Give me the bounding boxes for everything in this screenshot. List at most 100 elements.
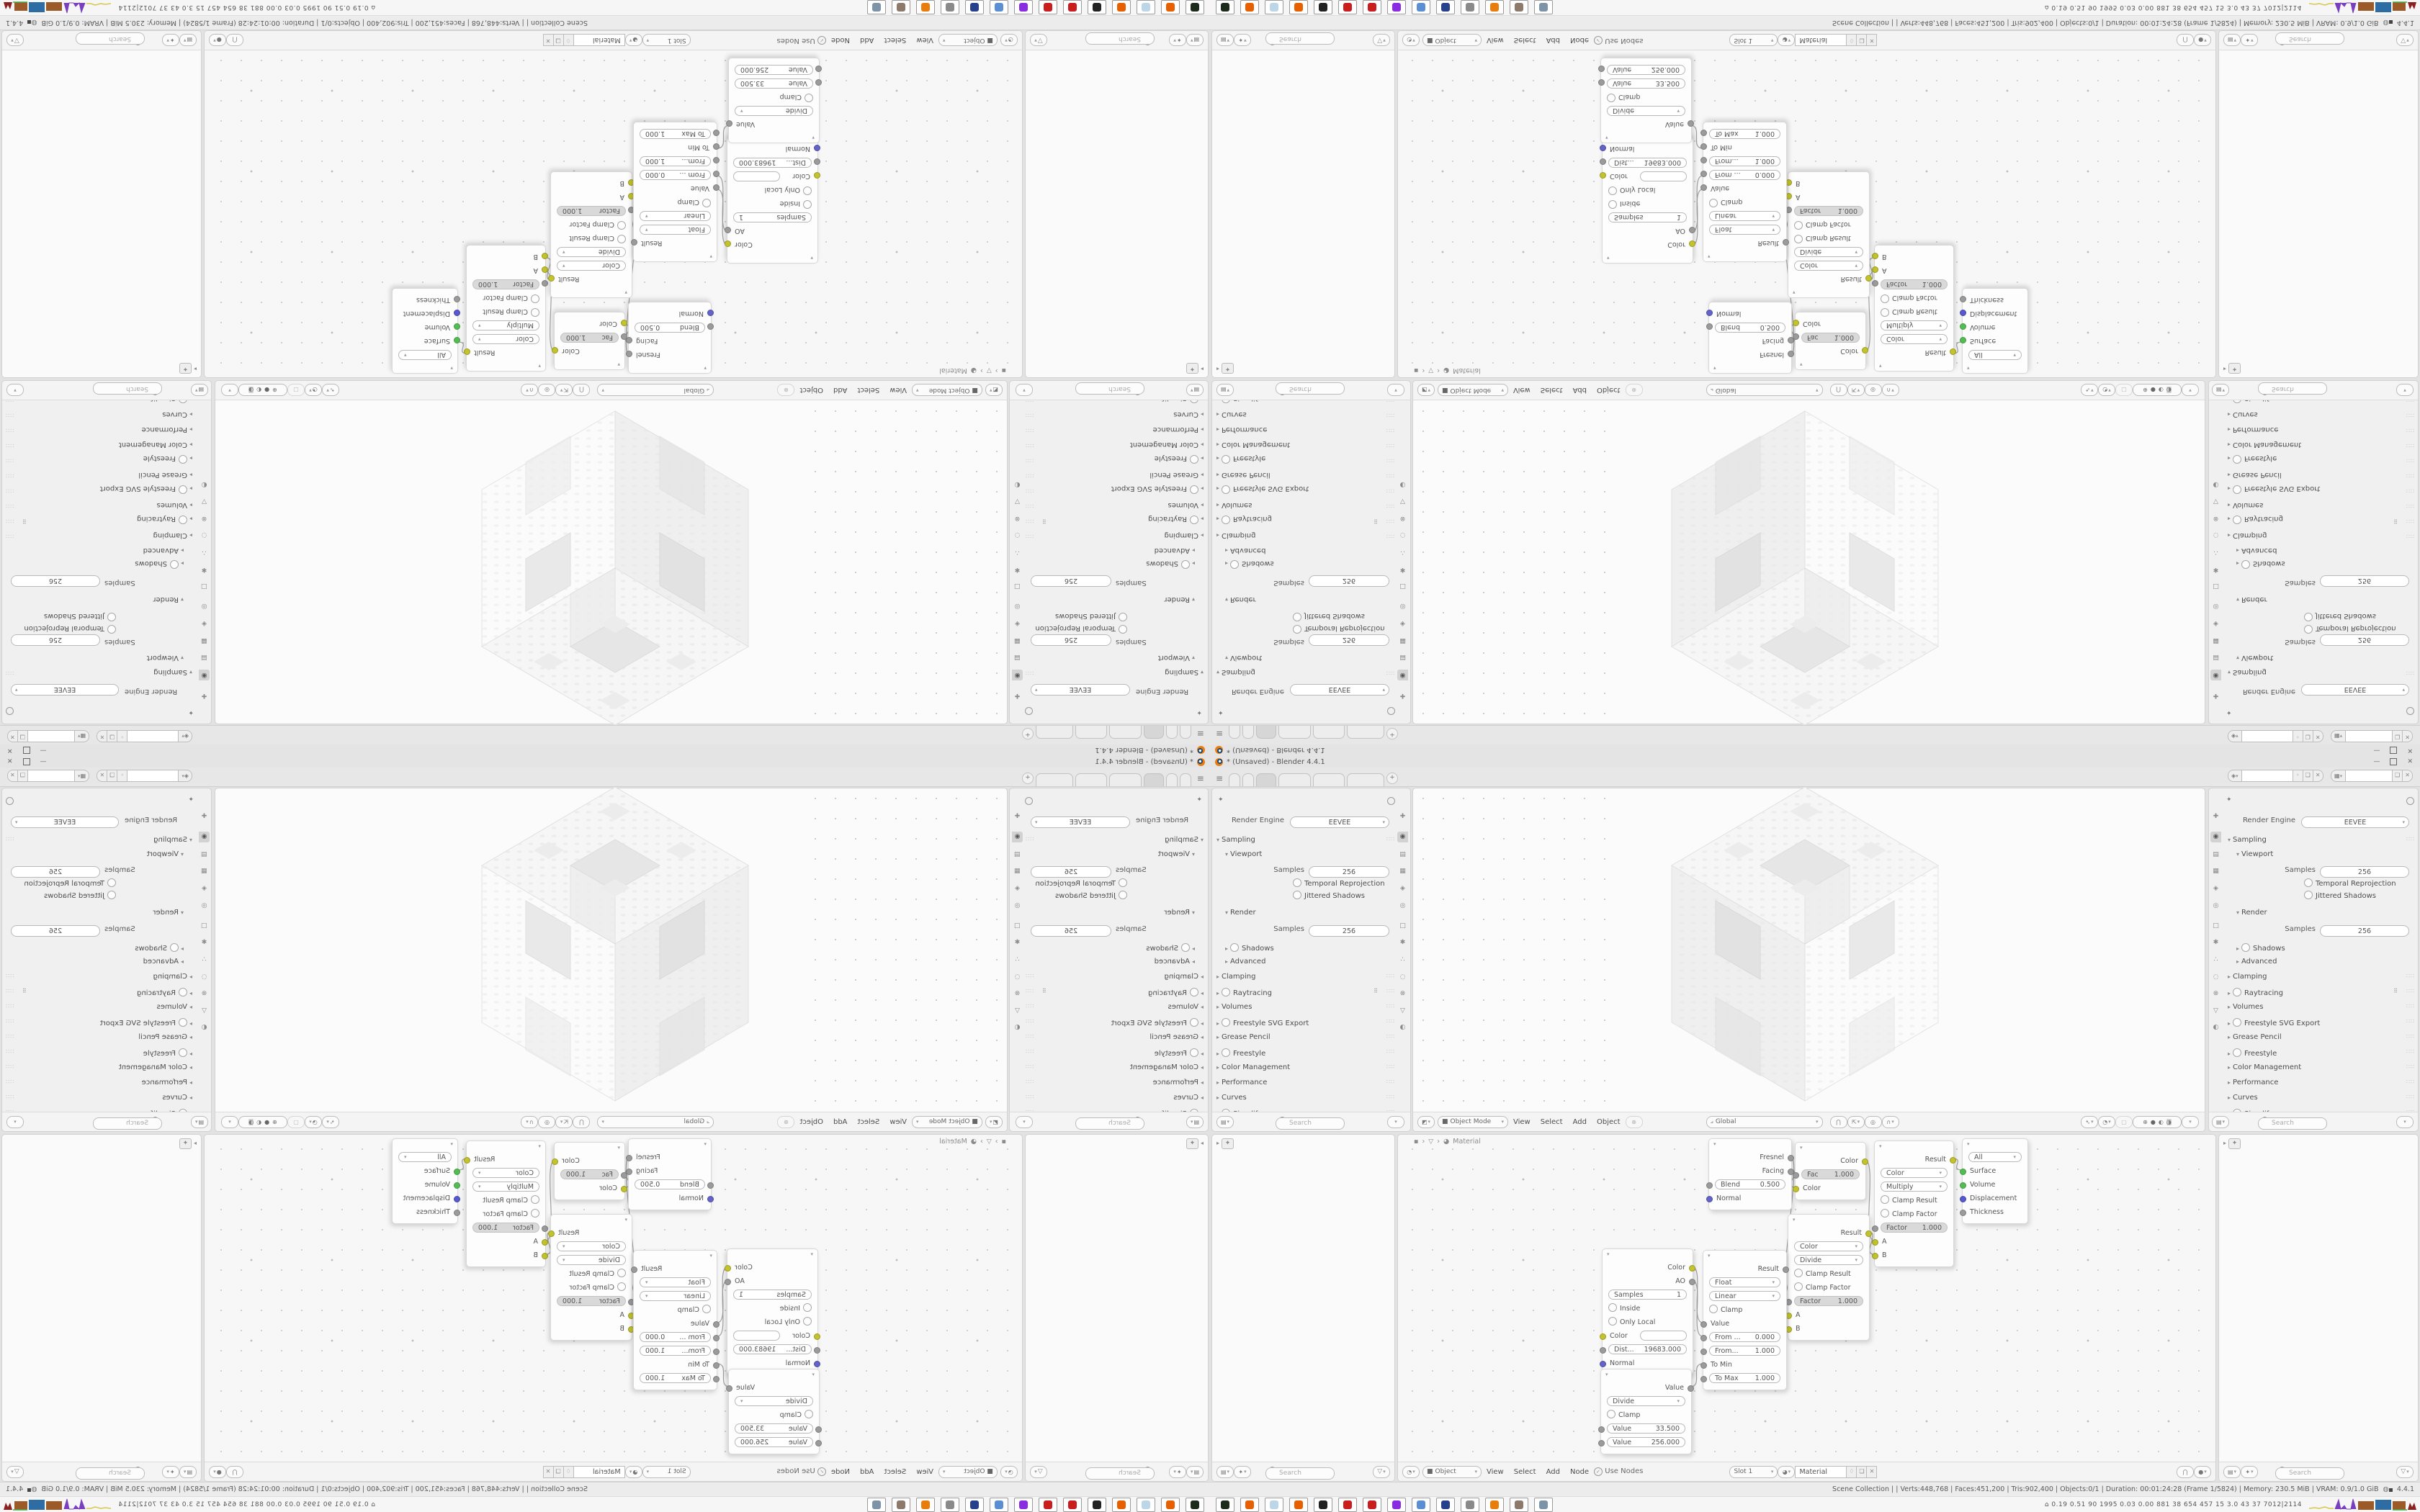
options-dropdown[interactable]: ▾ [1016, 1115, 1033, 1128]
node-row-normal[interactable]: Normal [1600, 142, 1693, 156]
node-row-multiply[interactable]: Multiply ▾ [1875, 318, 1953, 332]
props-tab-physics[interactable]: ◌ [1014, 531, 1021, 539]
node-row-clamp[interactable]: Clamp [1703, 195, 1786, 209]
material-name-field[interactable]: Material [1795, 1465, 1847, 1478]
editor-type-button[interactable]: ▤ ▾ [1216, 1465, 1234, 1478]
taskbar-app-red-gear-2[interactable] [1039, 0, 1057, 14]
node-row-clamp[interactable]: Clamp [1601, 1408, 1691, 1422]
props-tab-object[interactable]: □ [2213, 582, 2219, 590]
select-menu[interactable]: Select [1513, 1467, 1536, 1476]
node-row-color[interactable]: Color ▾ [467, 1166, 545, 1180]
node-row-thickness[interactable]: Thickness [393, 293, 460, 307]
view-layer-icon[interactable]: ▦ ▾ [73, 730, 89, 742]
minimize-button[interactable]: — [2373, 758, 2380, 765]
material-browse-dropdown[interactable]: ◕ ▾ [1778, 1465, 1796, 1478]
select-menu[interactable]: Select [1540, 1117, 1563, 1126]
close-button[interactable]: ✕ [2407, 747, 2413, 754]
view-layer-selector[interactable]: ▦ ▾ ❏ ✕ [2331, 730, 2414, 742]
menu-icon[interactable]: ≡ [1216, 729, 1224, 739]
node-row-a[interactable]: A [467, 1235, 548, 1248]
node-row-color[interactable]: Color ▾ [1875, 1166, 1953, 1180]
taskbar-app-remote-desktop[interactable] [1412, 1498, 1430, 1512]
node-row-ao[interactable]: AO [1603, 1274, 1695, 1288]
props-tab-view-layer[interactable]: ▦ [2213, 637, 2219, 644]
node-row-volume[interactable]: Volume [393, 1178, 460, 1192]
node-row-normal[interactable]: Normal [1600, 1356, 1693, 1370]
props-tab-material[interactable]: ◐ [201, 1024, 207, 1031]
filter-dropdown[interactable]: ▽ ▾ [1030, 34, 1047, 47]
shader-type-dropdown[interactable]: ■ Object ▾ [1422, 1465, 1482, 1478]
shader-type-dropdown[interactable]: ■ Object ▾ [938, 34, 998, 47]
taskbar-app-notes[interactable] [1265, 0, 1283, 14]
workspace-tab[interactable] [1256, 726, 1277, 739]
node-row-multiply[interactable]: Multiply ▾ [1875, 1180, 1953, 1194]
node-ambient-occlusion[interactable]: ▾ Color AO Samples 1 Inside Only Local Color Dis… [725, 1248, 820, 1375]
node-row-b[interactable]: B [1872, 250, 1953, 264]
props-tab-world[interactable]: ◎ [2213, 902, 2219, 909]
xray-toggle[interactable]: ▢ [2115, 1115, 2133, 1128]
editor-type-button[interactable]: ▤ ▾ [1186, 1115, 1204, 1128]
context-button[interactable]: ✦ ▾ [2241, 34, 2258, 47]
props-tab-output[interactable]: ▤ [1399, 851, 1406, 858]
add-menu[interactable]: Add [1546, 1467, 1560, 1476]
node-row-color[interactable]: Color ▾ [1788, 1240, 1869, 1254]
view-layer-selector[interactable]: ▦ ▾ ❏ ✕ [6, 730, 89, 742]
editor-type-button[interactable]: ▤ ▾ [1186, 1465, 1204, 1478]
show-gizmo-dropdown[interactable]: ➴ ▾ [322, 384, 339, 397]
proportional-edit-icon[interactable]: ◎ [538, 1115, 556, 1128]
show-gizmo-dropdown[interactable]: ➴ ▾ [322, 1115, 339, 1128]
node-row-color[interactable]: Color [552, 1154, 624, 1168]
menger-cube-object[interactable] [464, 784, 766, 1108]
props-tab-constraints[interactable]: ⊗ [1014, 990, 1021, 997]
minimize-button[interactable]: — [40, 758, 47, 765]
slot-dropdown[interactable]: Slot 1 ▾ [642, 1465, 691, 1478]
collapsed-panel[interactable]: ▸✦ [2223, 363, 2241, 374]
props-tab-data[interactable]: ▽ [2213, 498, 2218, 505]
taskbar-app-cat-app[interactable] [1088, 1498, 1106, 1512]
props-tab-modifiers[interactable]: ✱ [201, 939, 207, 946]
material-browse-dropdown[interactable]: ◕ ▾ [624, 1465, 642, 1478]
editor-type-button[interactable]: ▤ ▾ [2212, 384, 2229, 397]
taskbar-app-red-gear-2[interactable] [1363, 0, 1381, 14]
viewport-3d[interactable]: ◩ ▾ ■ Object Mode ▾ View Select Add Object… [215, 786, 1008, 1132]
taskbar-app-notes[interactable] [1265, 1498, 1283, 1512]
shader-type-dropdown[interactable]: ■ Object ▾ [938, 1465, 998, 1478]
taskbar-app-remote-desktop[interactable] [990, 1498, 1008, 1512]
props-tab-scene[interactable]: ◈ [1400, 620, 1405, 627]
use-nodes-checkbox[interactable]: ✓ Use Nodes [1594, 1467, 1643, 1476]
props-tab-physics[interactable]: ◌ [2213, 531, 2219, 539]
workspace-tab[interactable] [1165, 773, 1178, 786]
node-row-value[interactable]: Value [634, 1317, 720, 1331]
node-row-clamp-factor[interactable]: Clamp Factor [467, 291, 545, 305]
props-tab-data[interactable]: ▽ [2213, 1007, 2218, 1014]
props-tab-particles[interactable]: ∴ [202, 549, 207, 556]
props-tab-world[interactable]: ◎ [201, 902, 207, 909]
props-tab-constraints[interactable]: ⊗ [2213, 515, 2219, 522]
use-nodes-checkbox[interactable]: ✓ Use Nodes [777, 36, 826, 45]
view-layer-selector[interactable]: ▦ ▾ ❏ ✕ [6, 770, 89, 782]
taskbar-app-firefox-2[interactable] [1289, 1498, 1308, 1512]
node-row-divide[interactable]: Divide ▾ [551, 245, 632, 258]
editor-type-button[interactable]: ▤ ▾ [2223, 34, 2241, 47]
node-row-fac[interactable]: Fac 1.000 [1793, 1168, 1865, 1182]
node-row-value[interactable]: Value 33.500 [729, 1422, 822, 1436]
select-menu[interactable]: Select [1540, 386, 1563, 395]
node-math-divide[interactable]: ▾ Value Divide ▾ Clamp Value 33.500 Value 256.00… [726, 1369, 822, 1454]
workspace-tab[interactable] [1229, 726, 1241, 739]
node-row-ao[interactable]: AO [725, 1274, 817, 1288]
node-row-fresnel[interactable]: Fresnel [1709, 348, 1794, 361]
props-tab-tool[interactable]: ✚ [2213, 692, 2219, 699]
node-row-color[interactable]: Color [1603, 1261, 1695, 1274]
node-row-all[interactable]: All ▾ [393, 1151, 457, 1164]
node-row-normal[interactable]: Normal [629, 1192, 714, 1205]
node-row-result[interactable]: Result [464, 346, 545, 359]
editor-type-button[interactable]: ▤ ▾ [2223, 1465, 2241, 1478]
node-row-to-max[interactable]: To Max 1.000 [634, 127, 720, 140]
taskbar-app-red-gear-1[interactable] [1338, 1498, 1357, 1512]
node-row-dist-[interactable]: Dist... 19683.000 [727, 156, 820, 169]
view-layer-name-field[interactable] [2346, 730, 2393, 742]
shading-settings-dropdown[interactable]: ▾ [2182, 384, 2199, 397]
node-row-color[interactable]: Color [1793, 1182, 1865, 1195]
props-tab-object[interactable]: □ [201, 922, 207, 930]
node-row-from-[interactable]: From ... 0.000 [1700, 1331, 1786, 1344]
